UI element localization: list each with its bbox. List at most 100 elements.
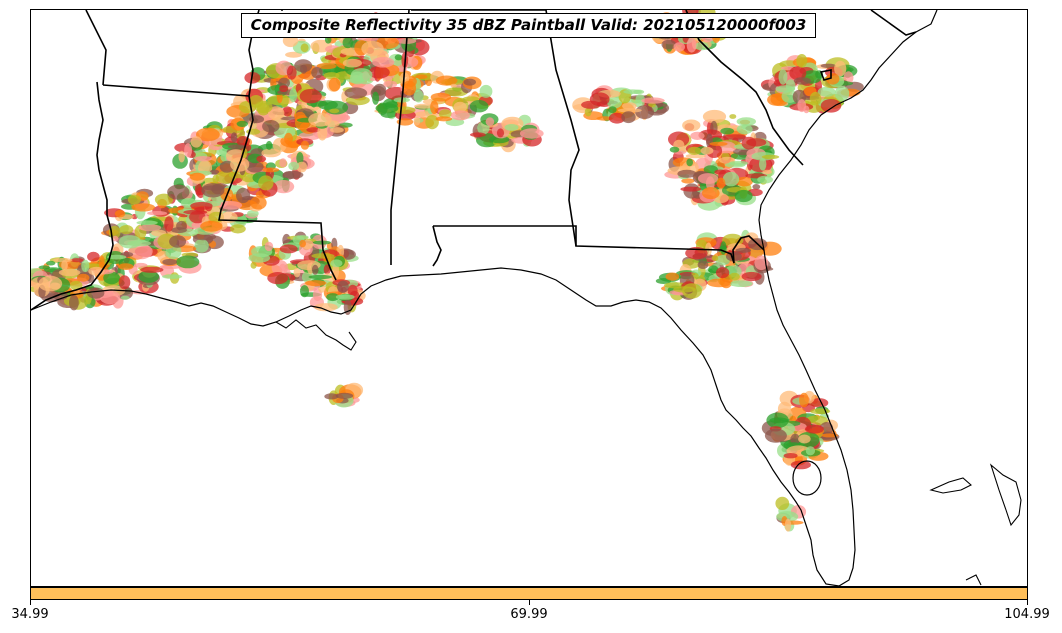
reflectivity-blob [741, 271, 762, 282]
reflectivity-blob [69, 280, 83, 291]
reflectivity-blob [617, 108, 642, 113]
reflectivity-blob [785, 79, 796, 92]
reflectivity-blob [686, 37, 697, 53]
reflectivity-blob [53, 258, 73, 263]
reflectivity-blob [171, 227, 187, 234]
reflectivity-blob [192, 233, 217, 241]
reflectivity-blob [377, 102, 388, 115]
reflectivity-blob [709, 141, 728, 146]
arkansas-louisiana-border [102, 84, 250, 97]
reflectivity-blob [425, 115, 439, 130]
reflectivity-blob [256, 155, 267, 163]
reflectivity-blob [162, 274, 183, 279]
reflectivity-blob [414, 103, 434, 109]
reflectivity-blob [430, 100, 439, 114]
reflectivity-blob [799, 392, 809, 408]
reflectivity-blob [189, 172, 205, 181]
alabama-panhandle [432, 225, 442, 267]
reflectivity-blob [164, 216, 174, 232]
reflectivity-blob [300, 64, 308, 74]
reflectivity-blob [61, 260, 68, 271]
reflectivity-blob [798, 434, 811, 444]
reflectivity-blob [596, 116, 613, 121]
reflectivity-blob [817, 86, 836, 97]
reflectivity-blob [413, 89, 424, 103]
reflectivity-blob [762, 169, 773, 175]
reflectivity-blob [805, 446, 816, 456]
reflectivity-blob [296, 235, 309, 240]
reflectivity-blob [120, 295, 130, 300]
reflectivity-blob [289, 88, 298, 103]
reflectivity-blob [805, 424, 824, 434]
reflectivity-blob [262, 120, 280, 133]
reflectivity-blob [236, 120, 248, 127]
map-canvas [31, 10, 1022, 586]
reflectivity-blob [118, 235, 142, 249]
reflectivity-blob [69, 294, 79, 311]
reflectivity-blob [661, 39, 677, 50]
reflectivity-blob [728, 160, 749, 166]
reflectivity-blob [384, 101, 398, 108]
reflectivity-blob [98, 255, 105, 270]
reflectivity-blob [227, 144, 247, 149]
alabama-georgia-border [545, 10, 580, 247]
reflectivity-blob [769, 417, 789, 424]
reflectivity-blob [190, 136, 202, 148]
carolina-border-2 [819, 69, 832, 81]
reflectivity-blob [702, 109, 727, 124]
reflectivity-blob [278, 77, 290, 89]
reflectivity-blob [623, 89, 642, 94]
reflectivity-blob [58, 268, 81, 277]
reflectivity-blob [342, 58, 362, 68]
reflectivity-blob [311, 264, 319, 275]
bahamas-island [929, 477, 972, 494]
reflectivity-blob [677, 169, 697, 178]
reflectivity-blob [665, 272, 680, 281]
reflectivity-blob [335, 392, 354, 399]
reflectivity-blob [311, 253, 335, 259]
reflectivity-blob [685, 153, 706, 159]
reflectivity-blob [686, 158, 693, 167]
colorbar-tick-right [1027, 600, 1028, 605]
gulf-coastline [31, 249, 856, 586]
reflectivity-blob [134, 262, 148, 268]
reflectivity-blob [393, 106, 416, 114]
reflectivity-blob [330, 127, 344, 133]
reflectivity-blob [635, 105, 655, 119]
reflectivity-blob [262, 167, 280, 173]
reflectivity-blob [396, 118, 414, 126]
reflectivity-blob [714, 169, 726, 175]
colorbar [30, 587, 1028, 600]
reflectivity-blob [279, 158, 287, 168]
reflectivity-blob [723, 134, 747, 140]
reflectivity-blob [288, 161, 300, 171]
reflectivity-blob [316, 62, 337, 70]
reflectivity-blob [154, 193, 174, 206]
reflectivity-blob [430, 92, 452, 102]
reflectivity-blob [264, 241, 274, 252]
reflectivity-blob [608, 106, 617, 114]
reflectivity-blob [300, 285, 309, 298]
reflectivity-blob [796, 54, 808, 68]
reflectivity-blob [140, 266, 164, 273]
louisiana-mississippi-border [218, 95, 337, 281]
reflectivity-blob [285, 51, 303, 58]
reflectivity-blob [707, 278, 731, 288]
reflectivity-blob [342, 37, 354, 49]
reflectivity-blob [705, 176, 715, 191]
reflectivity-blob [711, 255, 719, 261]
reflectivity-blob [767, 93, 785, 106]
reflectivity-blob [453, 101, 467, 114]
colorbar-tick-center [529, 600, 530, 605]
reflectivity-blob [810, 408, 831, 415]
reflectivity-blob [293, 267, 301, 278]
reflectivity-blob [118, 275, 131, 290]
reflectivity-blob [335, 294, 355, 300]
reflectivity-blob [183, 209, 208, 215]
reflectivity-blob [734, 189, 753, 203]
reflectivity-blob [809, 91, 822, 106]
reflectivity-blob [87, 287, 105, 299]
georgia-carolina-border [685, 10, 804, 166]
reflectivity-blob [279, 263, 287, 272]
reflectivity-blob [267, 272, 289, 285]
